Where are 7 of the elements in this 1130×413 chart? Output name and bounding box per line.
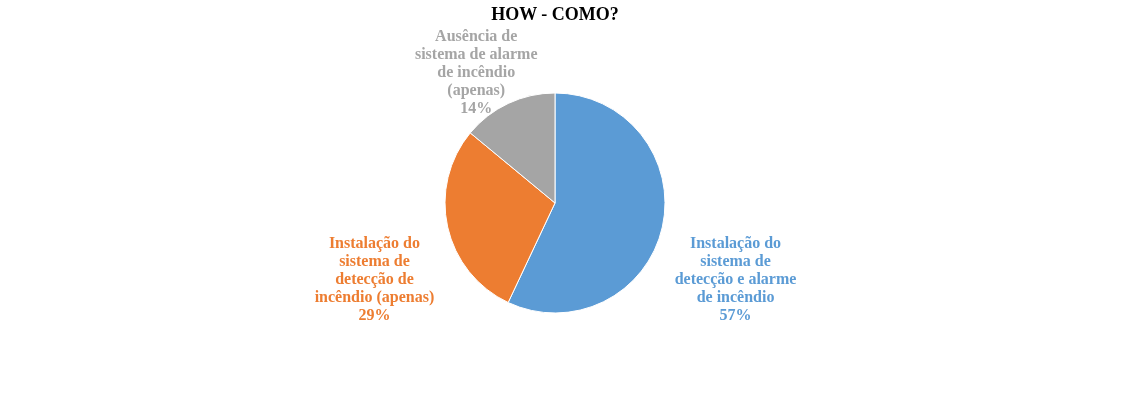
chart-title: HOW - COMO? (491, 3, 619, 24)
slice-label: Ausência de sistema de alarme de incêndio (apenas) (414, 26, 538, 99)
data-label: 29% (358, 306, 391, 324)
data-label: 14% (460, 98, 493, 116)
data-label: 57% (719, 306, 752, 324)
slice-label: Instalação do sistema de detecção de incêndio (apenas) (314, 234, 435, 307)
slice-label: Instalação do sistema de detecção e alarme de incêndio (674, 234, 797, 306)
